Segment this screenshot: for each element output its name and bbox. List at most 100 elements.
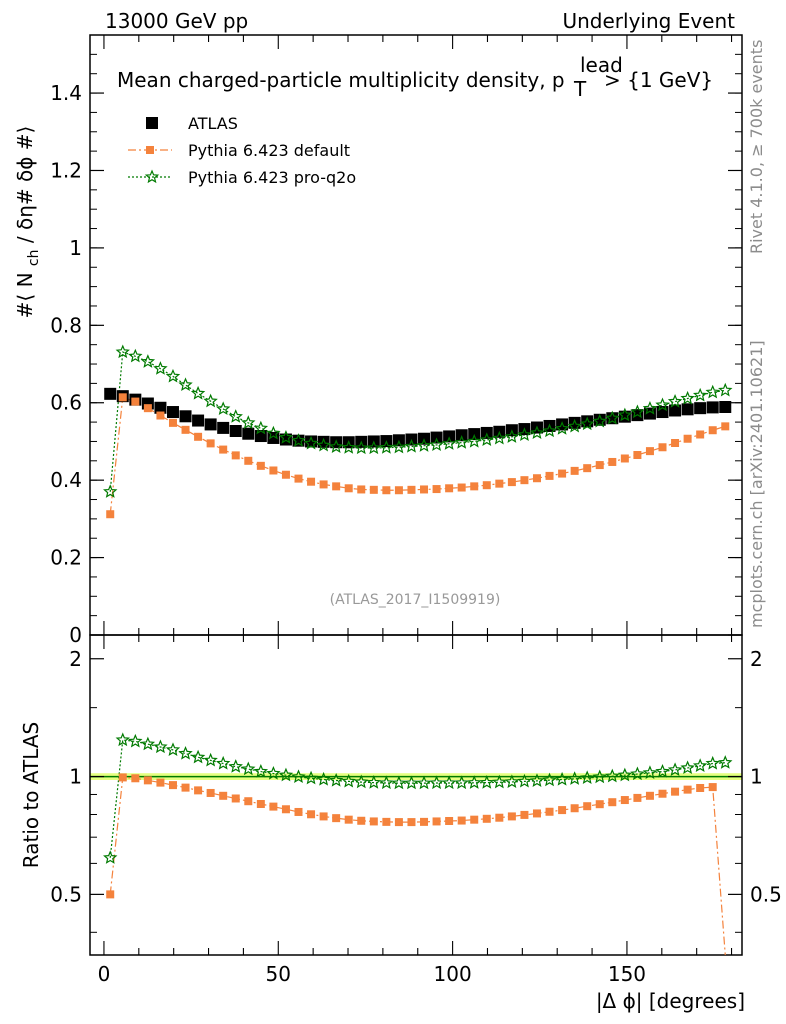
ratio-pythia-proq2o-point	[554, 771, 570, 786]
legend-marker-pythia-proq2o	[144, 169, 160, 184]
legend-label-pythia-proq2o: Pythia 6.423 pro-q2o	[188, 168, 356, 187]
ratio-pythia-default-point	[181, 783, 190, 792]
ratio-pythia-proq2o-point	[517, 773, 532, 788]
pythia-proq2o-point	[642, 400, 658, 415]
ratio-pythia-proq2o-point	[128, 733, 143, 748]
pythia-proq2o-point	[705, 384, 720, 399]
ratio-pythia-default-point	[645, 791, 654, 800]
pythia-default-point	[620, 454, 629, 463]
ratio-pythia-default-point	[332, 814, 341, 823]
pythia-default-point	[482, 481, 491, 490]
pythia-default-point	[244, 456, 253, 465]
atlas-point	[254, 430, 267, 443]
ratio-line-pythia-6-423-pro-q2o	[109, 739, 726, 858]
ratio-pythia-default-point	[620, 796, 629, 805]
pythia-default-point	[344, 484, 353, 493]
pythia-default-point	[168, 418, 177, 427]
atlas-point	[669, 404, 682, 417]
pythia-default-point	[671, 439, 680, 447]
ratio-pythia-default-point	[219, 791, 228, 800]
ratio-pythia-default-point	[570, 804, 579, 813]
main-ytick-label: 0.8	[50, 313, 82, 337]
legend-entry-atlas: ATLAS	[146, 114, 238, 133]
pythia-proq2o-point	[479, 432, 494, 447]
ratio-pythia-default-point	[457, 816, 466, 825]
ratio-pythia-proq2o-point	[416, 775, 432, 790]
ratio-pythia-default-point	[507, 812, 516, 821]
pythia-default-point	[457, 483, 466, 492]
xtick-label: 0	[98, 962, 111, 986]
main-ytick-label: 1	[69, 236, 82, 260]
pythia-proq2o-point	[165, 368, 181, 383]
atlas-point	[317, 435, 330, 448]
ratio-pythia-proq2o-point	[542, 772, 557, 787]
ratio-pythia-proq2o-point	[705, 755, 720, 770]
pythia-proq2o-point	[554, 421, 570, 435]
pythia-proq2o-point	[718, 382, 733, 397]
ratio-pythia-default-point	[545, 807, 554, 816]
ratio-pythia-default-point	[595, 800, 604, 809]
main-ylabel-b: / δη# δϕ #⟩	[13, 126, 37, 243]
pythia-proq2o-point	[103, 484, 118, 498]
pythia-default-point	[407, 485, 416, 494]
pythia-proq2o-point	[354, 440, 369, 455]
main-ytick-label: 0.4	[50, 468, 82, 492]
legend: ATLAS Pythia 6.423 default Pythia 6.423 …	[128, 114, 356, 187]
pythia-default-point	[131, 397, 140, 406]
xtick-label: 50	[266, 962, 291, 986]
ratio-panel: 0.5 0.5 1 1 2 2 0 50 100 150 Ratio to ATLAS |Δ ϕ|…	[19, 634, 782, 1013]
ratio-pythia-proq2o-point	[454, 775, 469, 790]
main-ylabel: #⟨ N ch / δη# δϕ #⟩	[13, 126, 43, 319]
ratio-pythia-proq2o-point	[404, 775, 419, 790]
ratio-pythia-default-point	[583, 802, 592, 811]
ratio-pythia-default-point	[118, 773, 127, 782]
pythia-proq2o-point	[630, 404, 645, 419]
pythia-default-point	[558, 469, 567, 478]
pythia-proq2o-point	[542, 423, 557, 438]
main-ytick-label: 1.4	[50, 81, 82, 105]
pythia-proq2o-point	[128, 348, 143, 363]
xlabel: |Δ ϕ| [degrees]	[596, 989, 745, 1013]
atlas-point	[229, 425, 242, 437]
ratio-pythia-proq2o-point	[642, 765, 658, 779]
ratio-ytick-label: 1	[69, 765, 82, 789]
ratio-pythia-proq2o-point	[215, 755, 231, 770]
ratio-pythia-default-point	[256, 799, 265, 808]
ratio-pythia-default-point	[633, 793, 642, 802]
pythia-default-point	[495, 479, 504, 488]
ratio-pythia-proq2o-point	[190, 749, 206, 764]
pythia-default-point	[683, 434, 692, 443]
ratio-pythia-default-point	[106, 890, 115, 899]
xtick-label: 100	[434, 962, 472, 986]
pythia-default-point	[520, 476, 529, 485]
pythia-proq2o-point	[567, 418, 582, 433]
pythia-proq2o-point	[504, 429, 520, 443]
ratio-pythia-proq2o-point	[115, 732, 130, 747]
pythia-default-point	[708, 426, 717, 435]
atlas-point	[154, 401, 167, 414]
legend-entry-pythia-proq2o: Pythia 6.423 pro-q2o	[128, 168, 356, 187]
atlas-point	[166, 406, 179, 419]
legend-entry-pythia-default: Pythia 6.423 default	[128, 141, 350, 160]
ratio-pythia-default-point	[319, 812, 328, 821]
ratio-ytick-label-right: 0.5	[750, 882, 782, 906]
ratio-pythia-default-point	[307, 810, 316, 819]
pythia-default-point	[696, 430, 705, 439]
atlas-point	[204, 418, 217, 431]
ratio-pythia-proq2o-point	[504, 774, 520, 789]
main-panel: 0 0.2 0.4 0.6 0.8 1 1.2 1.4 Mean charged-partic…	[13, 34, 743, 647]
pythia-default-point	[658, 443, 667, 452]
pythia-proq2o-point	[253, 420, 269, 435]
pythia-proq2o-point	[203, 393, 218, 408]
pythia-proq2o-point	[215, 401, 231, 416]
ratio-pythia-proq2o-point	[228, 759, 243, 773]
pythia-proq2o-point	[617, 407, 633, 422]
pythia-proq2o-point	[517, 427, 532, 441]
pythia-proq2o-point	[379, 440, 394, 454]
atlas-point	[719, 401, 732, 413]
ratio-ylabel: Ratio to ATLAS	[19, 722, 43, 868]
main-title-main: Mean charged-particle multiplicity densi…	[117, 68, 565, 92]
analysis-annotation: (ATLAS_2017_I1509919)	[330, 592, 501, 608]
ratio-pythia-proq2o-point	[379, 775, 394, 790]
ratio-pythia-default-point	[445, 816, 454, 825]
